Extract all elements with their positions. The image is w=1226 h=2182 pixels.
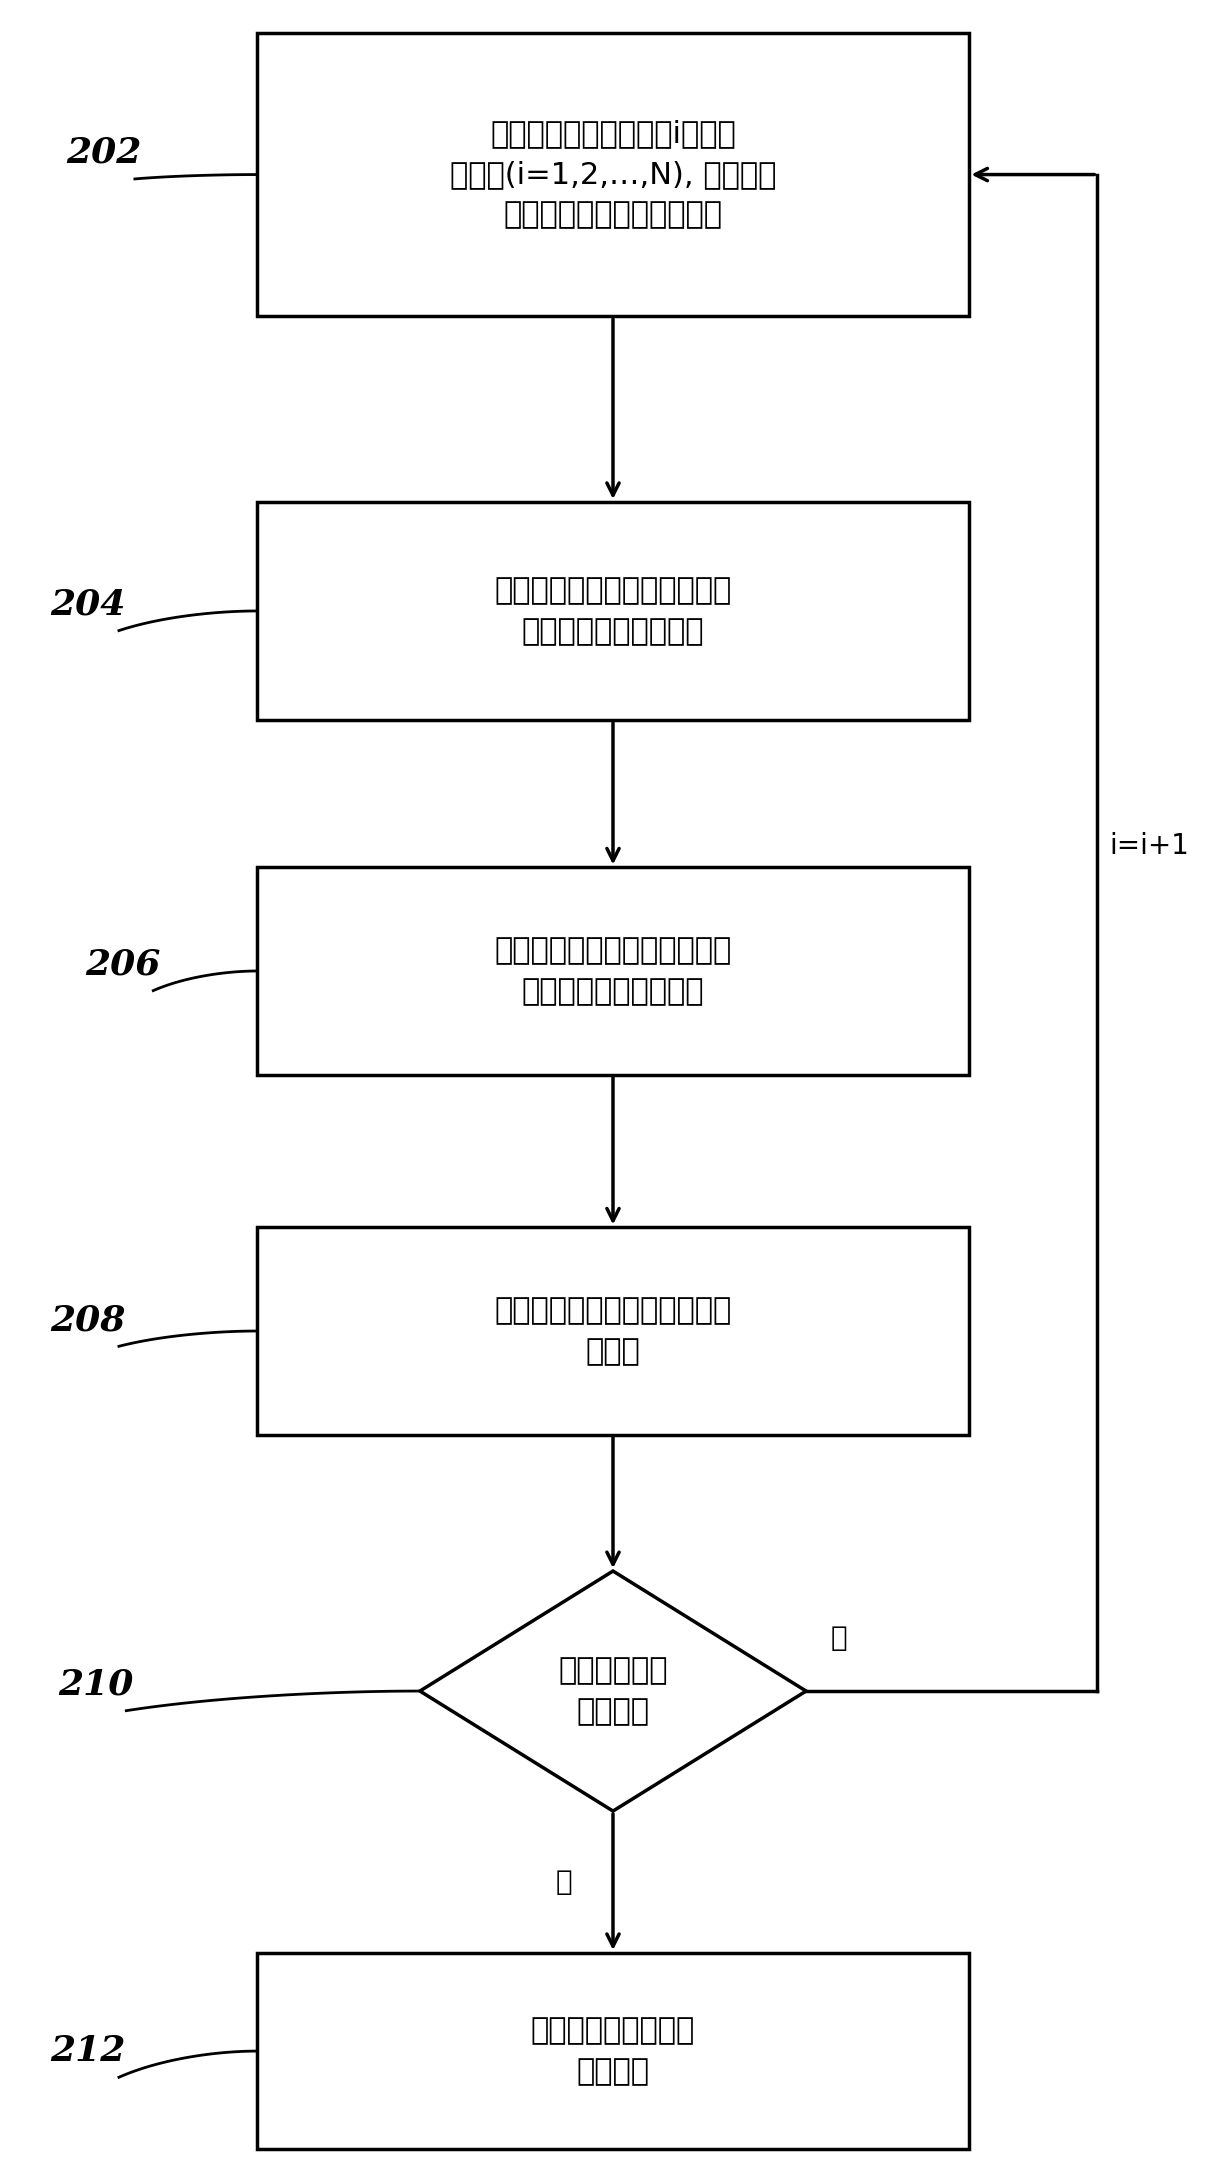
Text: 采集转台姿态数据和视觉跟踪
处理器解算的姿态数据: 采集转台姿态数据和视觉跟踪 处理器解算的姿态数据 xyxy=(494,936,732,1006)
Text: 是: 是 xyxy=(555,1868,573,1896)
Bar xyxy=(257,1953,969,2149)
Text: 204: 204 xyxy=(50,587,126,622)
Text: 208: 208 xyxy=(50,1303,126,1338)
Text: 212: 212 xyxy=(50,2034,126,2069)
Text: 等待二维转台满足精度要求后
保持静止状态一定时间: 等待二维转台满足精度要求后 保持静止状态一定时间 xyxy=(494,576,732,646)
Bar xyxy=(257,502,969,720)
Text: 运动位置是否
全部完成: 运动位置是否 全部完成 xyxy=(558,1656,668,1726)
Text: 否: 否 xyxy=(831,1623,847,1652)
Text: 控制二维转台转动到第i个姿态
角位置(i=1,2,…,N), 使视觉跟
踪相机对运动目标靶标成像: 控制二维转台转动到第i个姿态 角位置(i=1,2,…,N), 使视觉跟 踪相机对… xyxy=(450,120,776,229)
Bar xyxy=(257,866,969,1074)
Text: 估计视觉跟踪靶标和相机的安
装参数: 估计视觉跟踪靶标和相机的安 装参数 xyxy=(494,1296,732,1366)
Text: 206: 206 xyxy=(85,947,161,982)
Text: 202: 202 xyxy=(66,135,142,170)
Text: 输出视觉跟踪组件的
安装参数: 输出视觉跟踪组件的 安装参数 xyxy=(531,2016,695,2086)
Bar xyxy=(257,33,969,316)
Text: 210: 210 xyxy=(58,1667,134,1702)
Text: i=i+1: i=i+1 xyxy=(1110,831,1189,860)
Bar xyxy=(257,1226,969,1436)
Polygon shape xyxy=(419,1571,807,1811)
